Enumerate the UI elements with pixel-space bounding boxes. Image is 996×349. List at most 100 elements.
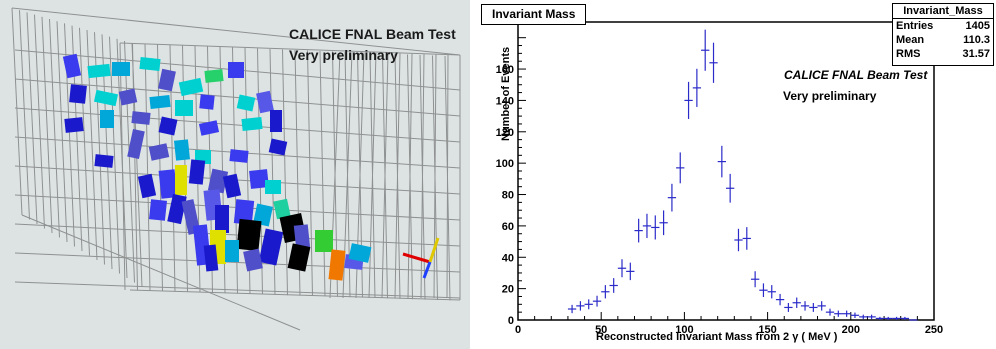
calorimeter-hit [93,89,119,107]
wireframe-line [21,214,301,331]
data-point [859,314,868,320]
histogram-annotation-subtitle: Very preliminary [783,89,877,103]
wireframe-line [14,78,461,117]
wireframe-line [119,42,461,56]
data-point [792,297,801,308]
wireframe-line [119,42,126,291]
wireframe-line [432,55,438,301]
hit-cluster [62,53,372,281]
data-point [842,310,851,317]
wireframe-line [14,252,461,273]
calorimeter-hit [158,116,178,136]
wireframe-line [407,54,413,300]
calorimeter-hit [253,203,273,227]
stats-row-entries: Entries 1405 [893,19,993,33]
calorimeter-hit [94,154,114,168]
calorimeter-hit [167,193,187,225]
x-tick-label: 0 [515,324,521,336]
data-point [784,303,793,312]
data-point [759,283,768,298]
x-axis-label: Reconstructed Invariant Mass from 2 γ ( … [596,331,838,343]
event-display-subtitle: Very preliminary [289,47,398,63]
calorimeter-hit [69,84,87,104]
calorimeter-hit [293,224,311,250]
y-tick-label: 20 [502,284,514,296]
event-display-title: CALICE FNAL Beam Test [289,26,456,42]
data-point [709,42,718,83]
stats-label: Entries [896,20,934,32]
data-point [825,308,835,316]
data-point [667,183,677,212]
calorimeter-hit [348,243,372,263]
wireframe-line [444,55,451,301]
y-tick-label: 100 [496,158,514,170]
calorimeter-hit [178,77,204,97]
data-point [726,173,735,203]
calorimeter-hit [198,120,220,136]
data-point [734,228,743,252]
y-tick-label: 160 [496,64,514,76]
x-tick-label: 250 [925,324,943,336]
data-point [867,314,876,320]
data-point [767,285,776,299]
wireframe-line [132,43,138,291]
calorimeter-hit [118,88,138,106]
data-point [800,301,810,311]
data-points [567,29,918,321]
calorimeter-hit [228,62,244,78]
wireframe-line [26,12,38,225]
wireframe-line [14,281,461,299]
calorimeter-hit [215,205,229,233]
data-point [684,81,693,119]
data-point [601,285,610,299]
stats-label: Mean [896,34,925,46]
calorimeter-hit [243,248,263,272]
wireframe-line [129,289,461,301]
stats-value: 1405 [965,20,990,32]
data-point [592,295,602,307]
calorimeter-hit [204,69,224,83]
calorimeter-hit [236,218,262,252]
calorimeter-hit [112,62,130,76]
stats-value: 31.57 [962,48,990,60]
calorimeter-hit [158,68,176,92]
wireframe-line [11,7,461,56]
data-point [584,299,593,310]
data-point [884,316,893,320]
calorimeter-hit [265,180,281,194]
calorimeter-hit [148,143,170,161]
calorimeter-hit [188,159,206,185]
data-point [642,213,652,239]
wireframe-line [319,50,326,297]
axis-z-line [422,261,432,279]
wireframe-line [19,10,30,220]
histogram-plot: 0 50 100 150 200 250 0 20 40 60 80 100 120 140 160 [496,21,943,336]
calorimeter-hit [131,111,151,125]
wireframe-line [14,223,461,247]
calorimeter-hit [199,94,215,110]
stats-row-rms: RMS 31.57 [893,47,993,61]
calorimeter-hit [158,169,178,199]
data-point [750,271,760,288]
calorimeter-hit [62,53,82,79]
calorimeter-hit [241,116,263,132]
wireframe-line [369,52,376,299]
calorimeter-hit [236,94,256,112]
data-point [626,262,635,281]
stats-box: Invariant_Mass Entries 1405 Mean 110.3 R… [892,3,994,66]
calorimeter-hit [258,228,284,266]
axis-x-line [402,252,431,264]
data-point [850,312,860,319]
histogram-annotation-title: CALICE FNAL Beam Test [784,68,928,82]
calorimeter-hit [87,63,111,79]
calorimeter-hit [268,138,288,156]
calorimeter-hit [127,129,145,159]
wireframe-line [49,18,60,238]
wireframe-line [11,7,23,216]
data-point [875,316,885,320]
calorimeter-hit [175,165,187,195]
calorimeter-hit [207,168,229,194]
y-tick-label: 60 [502,221,514,233]
data-point [701,29,710,71]
calorimeter-hit [139,56,161,72]
